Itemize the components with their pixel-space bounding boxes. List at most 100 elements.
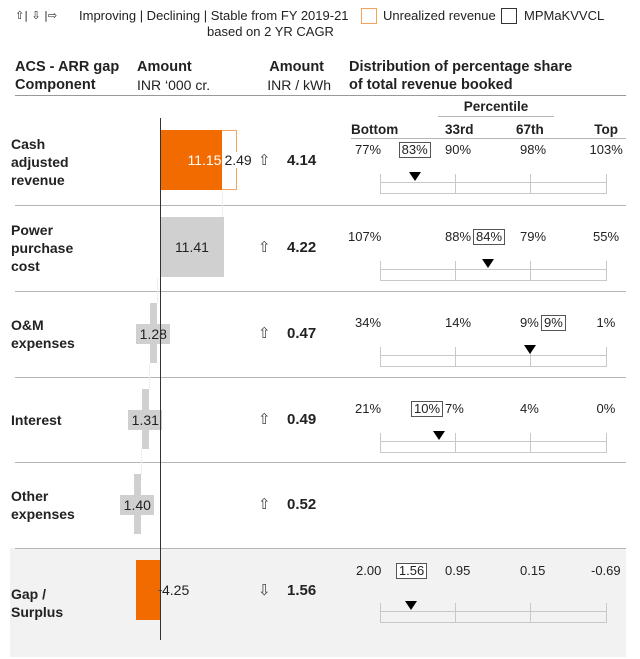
arrow-up-icon: ⇧ xyxy=(258,410,271,428)
row-label: Other expenses xyxy=(11,488,75,522)
percentile-top-value: 103% xyxy=(589,142,623,157)
amount-value: 11.15 xyxy=(187,152,222,168)
percentile-top-value: 0% xyxy=(596,401,616,416)
percentile-track-bottom xyxy=(380,193,606,194)
marker-triangle-icon xyxy=(408,172,421,181)
marker-triangle-icon xyxy=(482,259,495,268)
percentile-track-bottom xyxy=(380,280,606,281)
percentile-tick xyxy=(606,261,607,281)
percentile-header-divider xyxy=(351,138,626,139)
percentile-tick xyxy=(380,174,381,194)
per-kwh-value: 4.22 xyxy=(287,239,317,256)
utility-value-box: 83% xyxy=(398,142,431,158)
waterfall-connector xyxy=(148,364,150,389)
waterfall-axis xyxy=(160,118,161,640)
percentile-tick xyxy=(606,603,607,623)
header-amount-1: Amount xyxy=(137,59,192,75)
percentile-track-top xyxy=(380,441,606,442)
per-kwh-value: 0.49 xyxy=(287,411,317,428)
percentile-bottom-value: 2.00 xyxy=(356,563,382,578)
amount-value: 1.40 xyxy=(120,495,155,515)
percentile-track-bottom xyxy=(380,622,606,623)
percentile-tick xyxy=(530,261,531,281)
row-label: Gap / Surplus xyxy=(11,585,64,620)
amount-value: 11.41 xyxy=(174,239,209,255)
row-label: Interest xyxy=(11,411,62,428)
highlight-row-background xyxy=(10,548,626,657)
percentile-track-top xyxy=(380,269,606,270)
header-kwh-1: Amount xyxy=(269,59,324,75)
row-label: Power purchase cost xyxy=(11,222,74,274)
arrow-up-icon: ⇧ xyxy=(258,151,271,169)
percentile-33rd-value: 0.95 xyxy=(445,563,471,578)
per-kwh-value: 4.14 xyxy=(287,152,317,169)
arrow-up-icon: ⇧ xyxy=(258,238,271,256)
row-label: Cash adjusted revenue xyxy=(11,135,69,188)
percentile-tick xyxy=(455,174,456,194)
header-distribution-2: of total revenue booked xyxy=(349,77,513,93)
marker-triangle-icon xyxy=(432,431,445,440)
percentile-67th-value: 9% xyxy=(520,315,539,330)
header-33rd: 33rd xyxy=(445,122,474,137)
trend-legend-text: Improving | Declining | Stable from FY 2… xyxy=(79,8,349,23)
header-67th: 67th xyxy=(516,122,544,137)
row-label: O&M expenses xyxy=(11,317,75,351)
row-divider xyxy=(15,462,626,463)
header-bottom: Bottom xyxy=(351,122,399,137)
revenue-bar xyxy=(160,130,223,190)
percentile-67th-value: 79% xyxy=(520,229,547,244)
amount-value: 1.31 xyxy=(128,410,163,430)
percentile-track-bottom xyxy=(380,452,606,453)
utility-value-box: 84% xyxy=(473,229,506,245)
percentile-track-bottom xyxy=(380,366,606,367)
percentile-tick xyxy=(380,261,381,281)
per-kwh-value: 1.56 xyxy=(287,582,317,599)
percentile-tick xyxy=(530,433,531,453)
percentile-tick xyxy=(606,347,607,367)
percentile-tick xyxy=(455,261,456,281)
percentile-tick xyxy=(380,603,381,623)
percentile-67th-value: 98% xyxy=(520,142,547,157)
percentile-bottom-value: 21% xyxy=(355,401,382,416)
utility-legend-swatch xyxy=(501,8,517,24)
unrealized-value: 2.49 xyxy=(223,152,253,168)
amount-value: 4.25 xyxy=(162,582,190,598)
percentile-tick xyxy=(606,433,607,453)
header-top: Top xyxy=(594,122,618,137)
amount-value: 1.28 xyxy=(136,324,171,344)
row-divider xyxy=(15,377,626,378)
percentile-bottom-value: 107% xyxy=(348,229,382,244)
percentile-track-top xyxy=(380,182,606,183)
row-divider xyxy=(15,205,626,206)
per-kwh-value: 0.47 xyxy=(287,325,317,342)
header-percentile: Percentile xyxy=(463,99,529,114)
percentile-tick xyxy=(455,603,456,623)
marker-triangle-icon xyxy=(524,345,536,354)
percentile-tick xyxy=(606,174,607,194)
waterfall-connector xyxy=(140,449,142,474)
percentile-underline xyxy=(438,116,554,117)
header-distribution-1: Distribution of percentage share xyxy=(349,59,573,75)
arrow-down-icon: ⇩ xyxy=(258,581,271,599)
percentile-top-value: -0.69 xyxy=(591,563,621,578)
utility-legend-label: MPMaKVVCL xyxy=(524,8,605,23)
waterfall-connector xyxy=(222,192,224,217)
waterfall-connector xyxy=(156,278,158,303)
unrealized-legend-swatch xyxy=(361,8,377,24)
utility-value-box: 1.56 xyxy=(395,563,428,579)
percentile-33rd-value: 7% xyxy=(445,401,464,416)
percentile-tick xyxy=(530,347,531,367)
percentile-bottom-value: 34% xyxy=(355,315,382,330)
trend-arrows-legend: ⇧| ⇩ |⇨ xyxy=(15,9,58,22)
row-divider xyxy=(15,291,626,292)
header-amount-2: INR ‘000 cr. xyxy=(137,77,211,93)
cost-bar xyxy=(160,217,224,277)
header-component-1: ACS - ARR gap xyxy=(15,59,120,75)
trend-legend-text-2: based on 2 YR CAGR xyxy=(207,24,334,39)
percentile-track-top xyxy=(380,355,606,356)
header-divider xyxy=(15,95,626,96)
revenue-bar xyxy=(136,560,160,620)
percentile-top-value: 55% xyxy=(593,229,620,244)
percentile-tick xyxy=(455,433,456,453)
unrealized-legend-label: Unrealized revenue xyxy=(383,8,496,23)
